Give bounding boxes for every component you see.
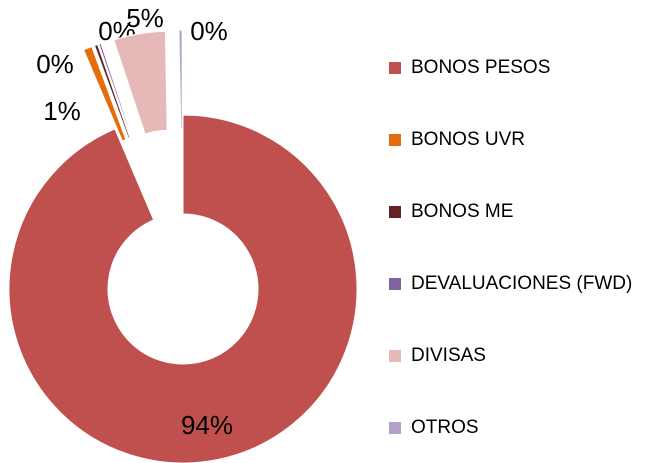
donut-slice	[93, 43, 131, 140]
legend-label: BONOS PESOS	[411, 57, 550, 78]
legend-label: OTROS	[411, 417, 479, 438]
legend-swatch	[389, 278, 401, 290]
data-label: 1%	[43, 96, 81, 126]
legend-swatch	[389, 206, 401, 218]
donut-slice	[113, 30, 168, 135]
legend-swatch	[389, 134, 401, 146]
legend-label: BONOS UVR	[411, 129, 525, 150]
data-label: 94%	[181, 410, 233, 440]
data-label: 5%	[126, 3, 164, 33]
legend-label: BONOS ME	[411, 201, 513, 222]
legend-swatch	[389, 422, 401, 434]
donut-slice	[82, 45, 127, 142]
legend-label: DEVALUACIONES (FWD)	[411, 273, 632, 294]
legend-swatch	[389, 62, 401, 74]
data-label: 0%	[190, 16, 228, 46]
donut-slice	[178, 29, 183, 130]
donut-slice	[98, 42, 133, 139]
legend-label: DIVISAS	[411, 345, 486, 366]
donut-slice	[8, 114, 358, 463]
legend-swatch	[389, 350, 401, 362]
data-label: 0%	[36, 49, 74, 79]
